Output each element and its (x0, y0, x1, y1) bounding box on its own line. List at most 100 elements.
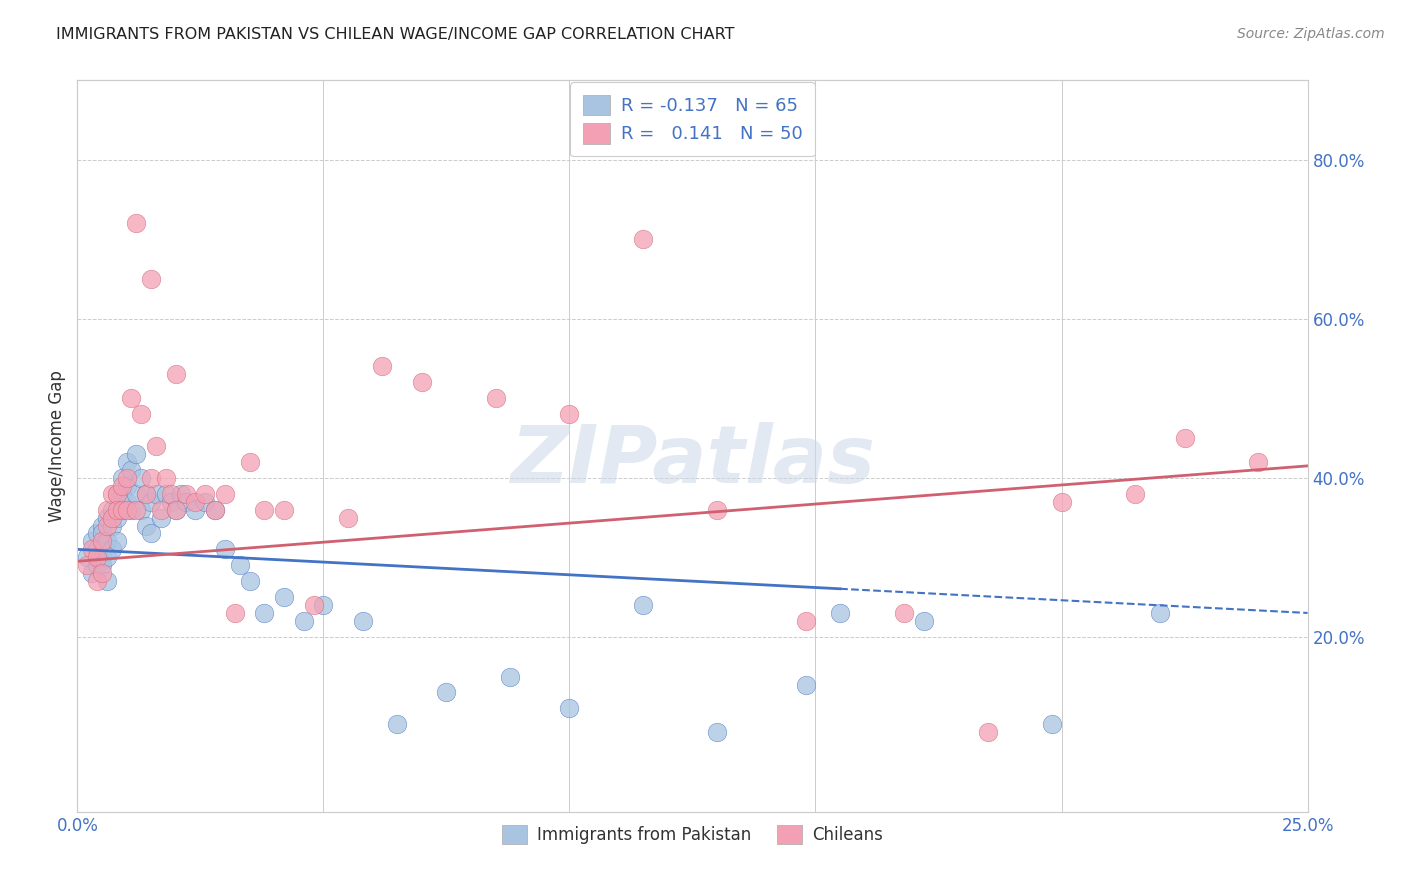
Point (101, 542, 124, 557)
Point (101, 518, 124, 533)
Point (794, 614, 817, 628)
Point (125, 216, 148, 230)
Point (352, 614, 374, 628)
Point (86, 574, 108, 589)
Point (96, 510, 118, 524)
Point (111, 479, 132, 493)
Text: IMMIGRANTS FROM PAKISTAN VS CHILEAN WAGE/INCOME GAP CORRELATION CHART: IMMIGRANTS FROM PAKISTAN VS CHILEAN WAGE… (56, 27, 735, 42)
Point (830, 606, 852, 620)
Point (214, 542, 236, 557)
Point (160, 494, 183, 508)
Point (101, 510, 124, 524)
Point (111, 471, 132, 485)
Point (115, 479, 138, 493)
Point (485, 392, 508, 406)
Point (90, 558, 114, 573)
Point (385, 717, 409, 731)
Point (170, 486, 193, 500)
Point (105, 534, 128, 549)
Point (76, 558, 98, 573)
Point (1174, 431, 1197, 445)
Point (125, 447, 148, 461)
Point (155, 471, 177, 485)
Legend: Immigrants from Pakistan, Chileans: Immigrants from Pakistan, Chileans (496, 818, 889, 851)
Point (706, 502, 728, 516)
Point (96, 574, 118, 589)
Point (253, 606, 276, 620)
Point (312, 598, 335, 612)
Point (194, 494, 217, 508)
Point (111, 502, 132, 516)
Point (1149, 606, 1171, 620)
Point (82, 566, 104, 581)
Point (302, 598, 325, 612)
Text: Source: ZipAtlas.com: Source: ZipAtlas.com (1237, 27, 1385, 41)
Point (96, 534, 118, 549)
Point (273, 502, 295, 516)
Point (174, 494, 197, 508)
Point (90, 566, 114, 581)
Point (86, 526, 108, 541)
Point (90, 534, 114, 549)
Point (105, 486, 128, 500)
Point (228, 558, 252, 573)
Y-axis label: Wage/Income Gap: Wage/Income Gap (48, 370, 66, 522)
Point (121, 392, 143, 406)
Point (411, 376, 433, 390)
Point (633, 232, 655, 246)
Point (141, 471, 163, 485)
Point (96, 518, 118, 533)
Point (125, 486, 148, 500)
Point (150, 502, 173, 516)
Point (96, 502, 118, 516)
Point (912, 614, 935, 628)
Point (292, 614, 315, 628)
Point (141, 526, 163, 541)
Point (141, 272, 163, 286)
Point (96, 550, 118, 565)
Point (184, 502, 207, 516)
Point (82, 542, 104, 557)
Point (111, 502, 132, 516)
Point (129, 502, 153, 516)
Point (224, 606, 246, 620)
Point (214, 486, 236, 500)
Point (371, 359, 394, 374)
Point (115, 455, 138, 469)
Point (141, 494, 163, 508)
Point (115, 494, 138, 508)
Point (145, 486, 167, 500)
Point (273, 590, 295, 604)
Point (101, 502, 124, 516)
Point (337, 510, 360, 524)
Point (86, 542, 108, 557)
Point (76, 550, 98, 565)
Point (155, 486, 177, 500)
Point (165, 502, 187, 516)
Point (558, 701, 581, 715)
Point (1050, 494, 1073, 508)
Point (706, 725, 728, 739)
Point (204, 502, 226, 516)
Point (977, 725, 1000, 739)
Point (1247, 455, 1270, 469)
Point (105, 502, 128, 516)
Point (499, 669, 522, 683)
Point (893, 606, 915, 620)
Point (184, 494, 207, 508)
Point (125, 502, 148, 516)
Point (239, 574, 262, 589)
Point (86, 558, 108, 573)
Point (111, 486, 132, 500)
Point (135, 486, 157, 500)
Point (239, 455, 262, 469)
Point (115, 471, 138, 485)
Point (558, 407, 581, 421)
Point (86, 550, 108, 565)
Point (90, 526, 114, 541)
Point (121, 502, 143, 516)
Text: ZIPatlas: ZIPatlas (510, 422, 875, 500)
Point (194, 486, 217, 500)
Point (129, 407, 153, 421)
Point (105, 510, 128, 524)
